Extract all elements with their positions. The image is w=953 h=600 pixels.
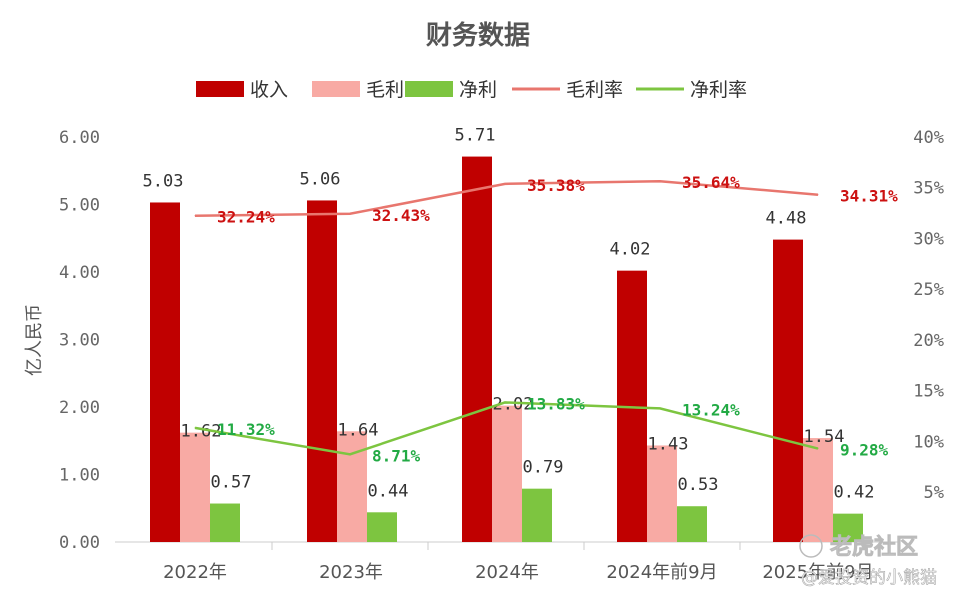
- bar-2-2: [522, 488, 552, 542]
- line-point-1-3: [659, 407, 661, 409]
- bar-0-0: [150, 202, 180, 542]
- legend-label-0: 收入: [250, 79, 288, 101]
- watermark-brand: 老虎社区: [829, 534, 918, 560]
- bar-label-1-2: 2.02: [493, 395, 534, 415]
- bar-2-4: [833, 513, 863, 542]
- x-axis-ticks: 2022年 2023年 2024年 2024年前9月 2025年前9月: [163, 542, 874, 583]
- legend-swatch-2: [405, 81, 453, 97]
- bar-0-2: [462, 156, 492, 542]
- bar-label-0-2: 5.71: [455, 126, 496, 146]
- line-label-0-0: 32.24%: [217, 208, 275, 227]
- y-tick-label: 4.00: [59, 263, 100, 283]
- y2-tick-label: 10%: [913, 432, 944, 452]
- bar-label-1-0: 1.62: [181, 422, 222, 442]
- y-tick-label: 5.00: [59, 196, 100, 216]
- lines: 32.24% 32.43% 35.38% 35.64% 34.31% 11.32% 8.71…: [194, 173, 898, 465]
- line-label-1-4: 9.28%: [840, 441, 889, 460]
- line-point-0-4: [817, 194, 819, 196]
- bar-2-3: [677, 506, 707, 542]
- bar-label-0-4: 4.48: [766, 209, 807, 229]
- y2-tick-label: 15%: [913, 382, 944, 402]
- y-tick-label: 0.00: [59, 533, 100, 553]
- line-label-1-0: 11.32%: [217, 420, 275, 439]
- bar-1-4: [803, 438, 833, 542]
- y2-tick-label: 5%: [924, 483, 944, 503]
- bar-0-1: [307, 200, 337, 542]
- line-point-0-3: [659, 180, 661, 182]
- legend-label-4: 净利率: [690, 79, 747, 101]
- y-axis-ticks: 0.00 1.00 2.00 3.00 4.00 5.00 6.00: [59, 128, 100, 553]
- x-tick-label: 2023年: [319, 562, 383, 583]
- y2-axis-ticks: 5% 10% 15% 20% 25% 30% 35% 40%: [913, 128, 944, 503]
- bar-1-1: [337, 431, 367, 542]
- legend-label-3: 毛利率: [566, 79, 623, 101]
- y2-tick-label: 35%: [913, 179, 944, 199]
- chart-title: 财务数据: [426, 21, 530, 51]
- line-label-1-2: 13.83%: [527, 394, 585, 413]
- bar-label-0-3: 4.02: [610, 240, 651, 260]
- bar-label-1-1: 1.64: [338, 420, 379, 440]
- bar-1-0: [180, 432, 210, 542]
- bar-0-4: [773, 239, 803, 542]
- line-point-1-2: [504, 401, 506, 403]
- bar-1-3: [647, 445, 677, 542]
- line-label-0-1: 32.43%: [372, 206, 430, 225]
- bar-label-2-3: 0.53: [678, 475, 719, 495]
- bar-2-1: [367, 512, 397, 542]
- bar-label-0-0: 5.03: [143, 171, 184, 191]
- bars: 5.03 1.62 0.57 5.06 1.64 0.44 5.71 2.02 0.79 4.02…: [143, 126, 875, 542]
- y-axis-label: 亿人民币: [24, 304, 45, 376]
- bar-label-2-1: 0.44: [368, 481, 409, 501]
- x-tick-label: 2025年前9月: [762, 562, 873, 583]
- bar-label-2-4: 0.42: [834, 483, 875, 503]
- x-tick-label: 2024年前9月: [606, 562, 717, 583]
- line-point-0-1: [349, 213, 351, 215]
- y2-tick-label: 25%: [913, 280, 944, 300]
- legend-swatch-1: [312, 81, 360, 97]
- bar-label-1-4: 1.54: [804, 427, 845, 447]
- y-tick-label: 3.00: [59, 331, 100, 351]
- line-point-0-0: [194, 215, 196, 217]
- x-tick-label: 2024年: [475, 562, 539, 583]
- line-point-1-4: [817, 448, 819, 450]
- bar-label-0-1: 5.06: [300, 169, 341, 189]
- y2-tick-label: 30%: [913, 229, 944, 249]
- line-point-1-1: [349, 453, 351, 455]
- line-label-1-1: 8.71%: [372, 446, 421, 465]
- bar-2-0: [210, 503, 240, 542]
- x-tick-label: 2022年: [163, 562, 227, 583]
- watermark: 老虎社区 @爱投资的小熊猫: [799, 534, 937, 588]
- line-label-0-3: 35.64%: [682, 173, 740, 192]
- legend-swatch-0: [196, 81, 244, 97]
- legend-label-2: 净利: [459, 79, 497, 101]
- tiger-logo-icon: [799, 534, 823, 558]
- y-tick-label: 2.00: [59, 398, 100, 418]
- bar-label-1-3: 1.43: [648, 434, 689, 454]
- watermark-author: @爱投资的小熊猫: [801, 568, 937, 588]
- legend: 收入 毛利 净利 毛利率 净利率: [196, 79, 747, 101]
- y2-tick-label: 40%: [913, 128, 944, 148]
- y-tick-label: 6.00: [59, 128, 100, 148]
- bar-label-2-0: 0.57: [211, 473, 252, 493]
- legend-label-1: 毛利: [366, 79, 404, 101]
- line-point-0-2: [504, 183, 506, 185]
- bar-label-2-2: 0.79: [523, 458, 564, 478]
- y-tick-label: 1.00: [59, 466, 100, 486]
- line-label-0-2: 35.38%: [527, 176, 585, 195]
- line-point-1-0: [194, 427, 196, 429]
- y2-tick-label: 20%: [913, 331, 944, 351]
- line-label-0-4: 34.31%: [840, 187, 898, 206]
- line-label-1-3: 13.24%: [682, 400, 740, 419]
- bar-1-2: [492, 405, 522, 542]
